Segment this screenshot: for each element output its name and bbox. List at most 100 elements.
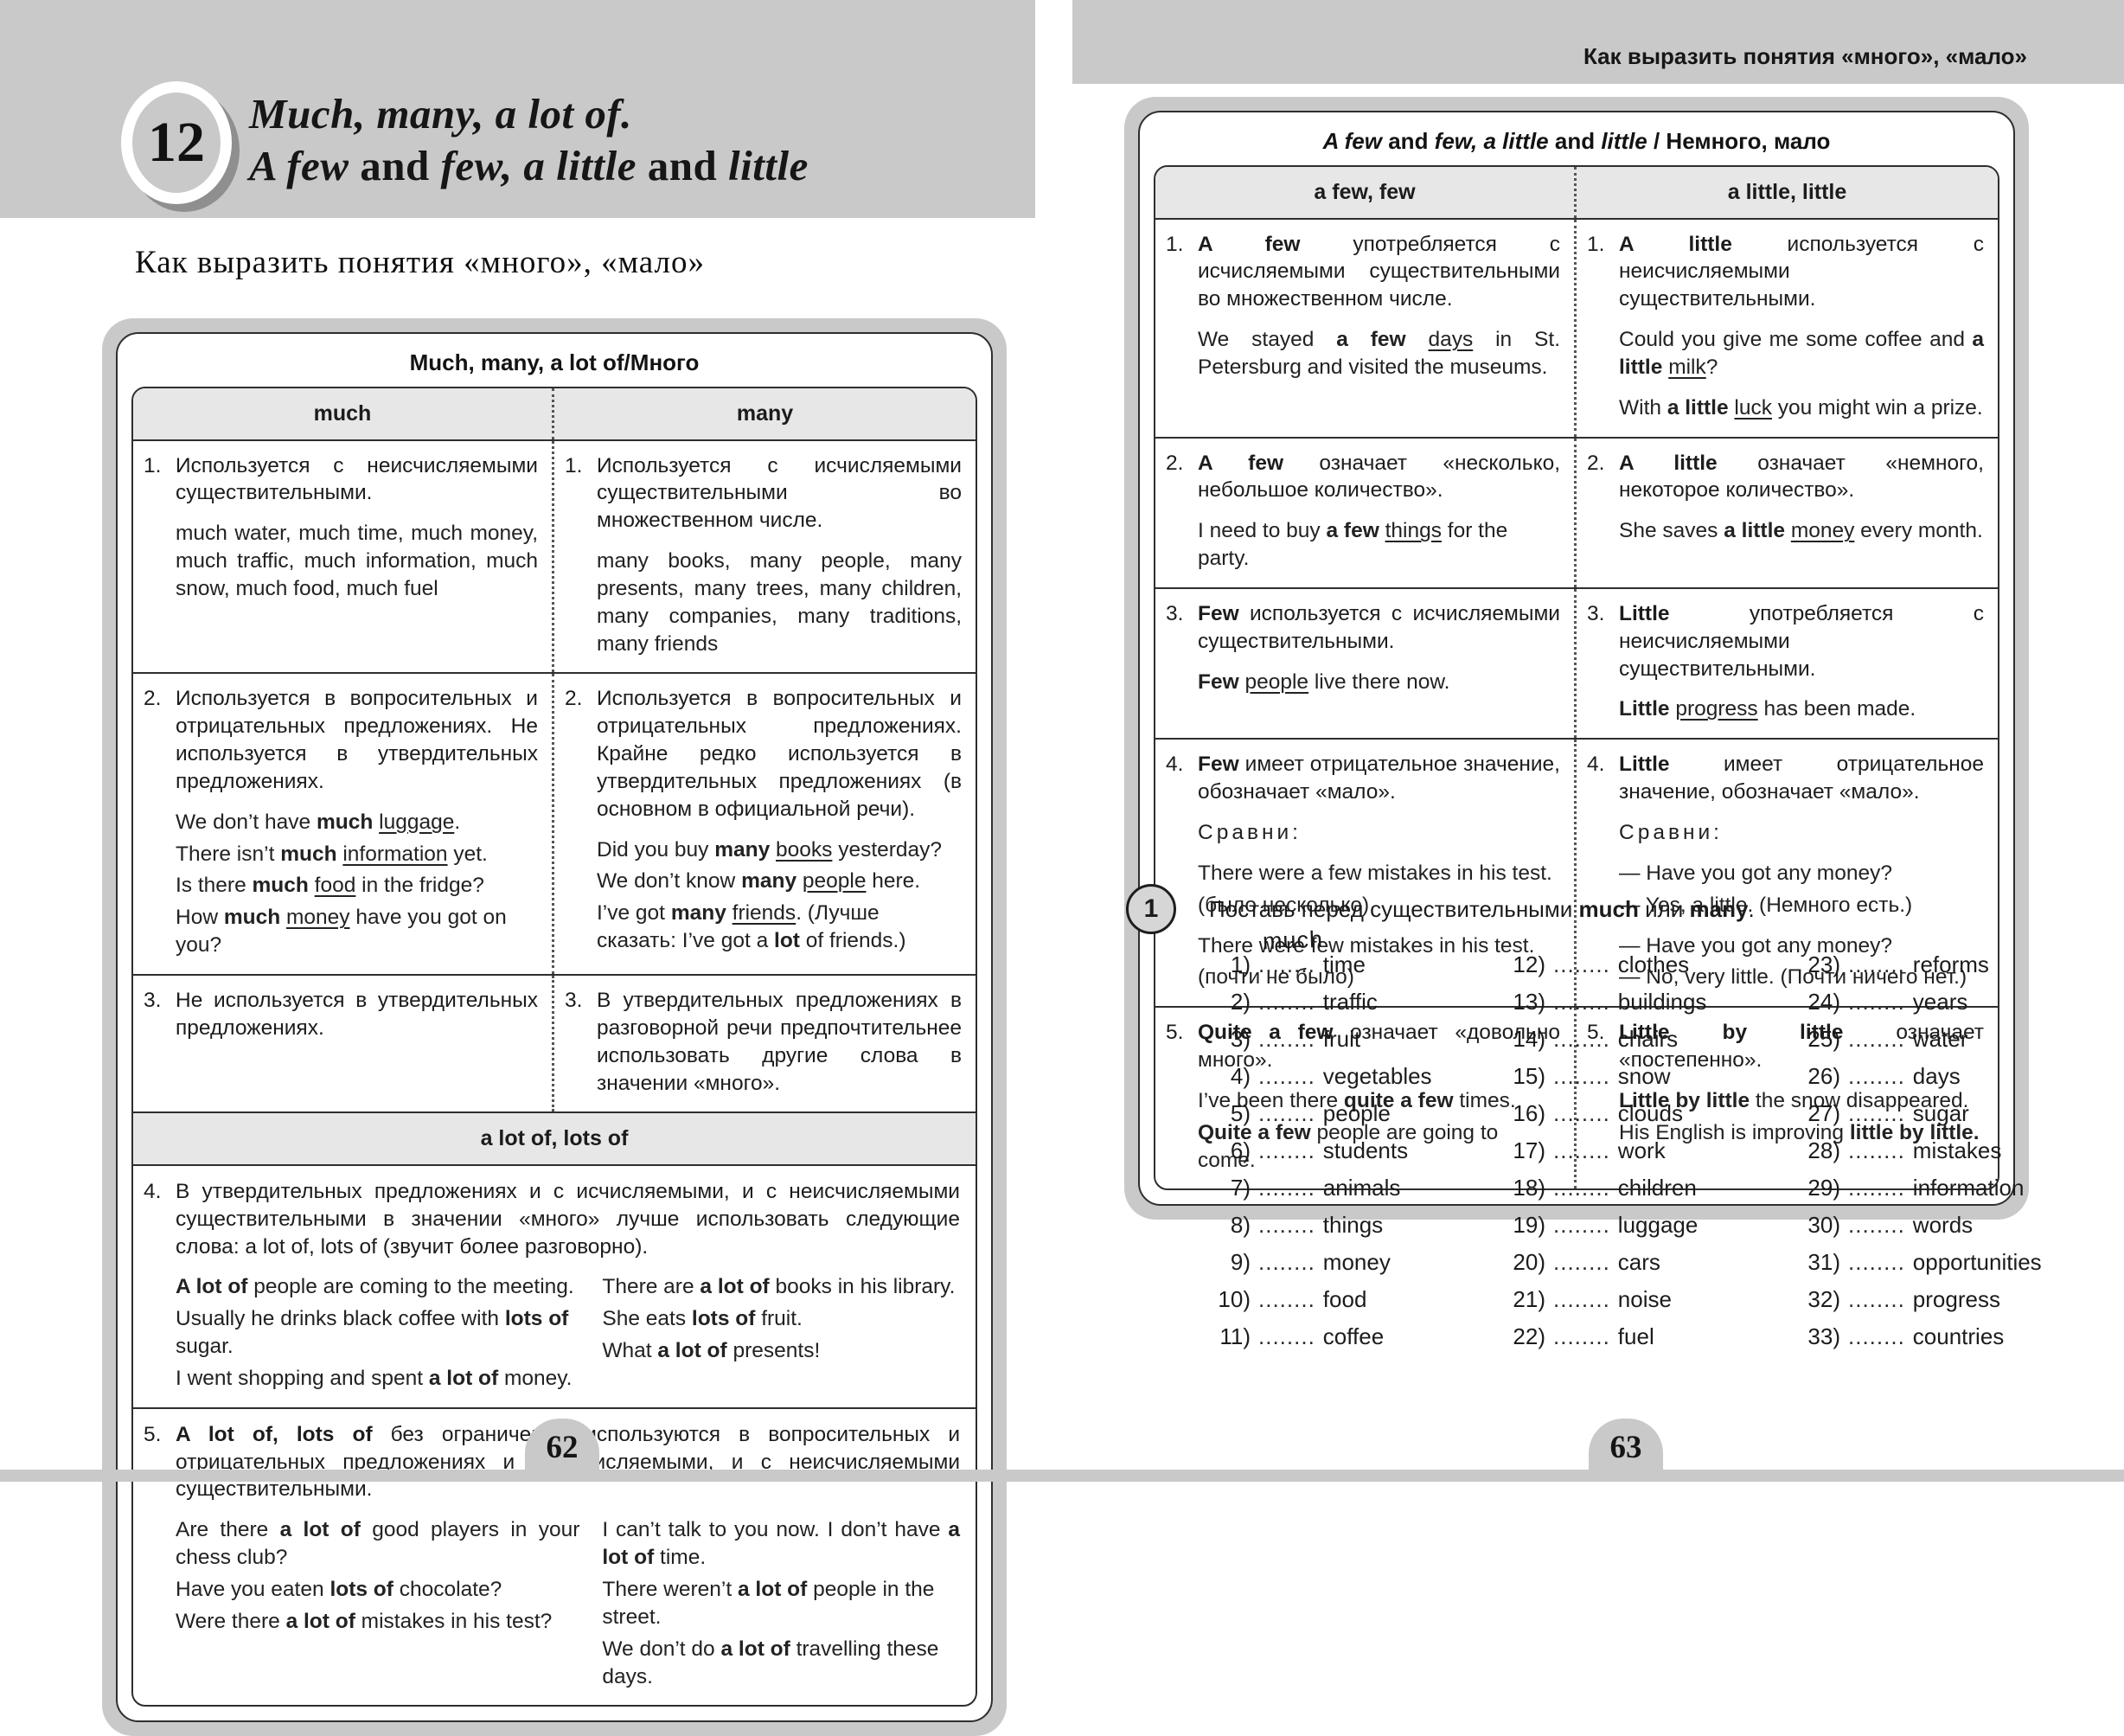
item-word: noise (1617, 1286, 1672, 1312)
table-header-row: a few, few a little, little (1155, 167, 1998, 218)
rule-number: 1. (565, 453, 583, 477)
item-word: snow (1617, 1063, 1671, 1089)
bottom-edge-strip (0, 1470, 2124, 1482)
answer-blank: ........ (1848, 1137, 1905, 1163)
item-number: 29) (1807, 1175, 1840, 1201)
table-header-row: much many (133, 388, 976, 439)
answer-blank: ........ (1258, 1100, 1315, 1126)
answer-blank: ........ (1258, 1137, 1315, 1163)
rule: 1. Используется с исчисляемыми суще­стви… (565, 452, 962, 535)
item-word: fuel (1617, 1323, 1654, 1349)
examples-left: A lot of people are coming to the meetin… (176, 1260, 579, 1392)
rule-text: A few означает «несколько, небольшое кол… (1198, 451, 1560, 503)
item-number: 12) (1513, 951, 1545, 977)
example-sentence: There are a lot of books in his library. (602, 1275, 956, 1299)
example-sentence: His English is improving little by littl… (1619, 1120, 1980, 1144)
answer-blank: ........ (1258, 1323, 1315, 1349)
rule-number: 3. (144, 989, 162, 1012)
item-word: money (1322, 1249, 1391, 1275)
answer-blank: ........ (1553, 1249, 1610, 1275)
item-word: vegetables (1322, 1063, 1432, 1089)
item-word: chairs (1617, 1026, 1679, 1052)
item-word: words (1912, 1212, 1974, 1238)
example-sentence: We don’t have much luggage. (176, 810, 461, 834)
example-sentence: We stayed a few days in St. Petersburg a… (1198, 328, 1561, 379)
chapter-title: Much, many, a lot of. A few and few, a l… (249, 88, 809, 192)
exercise-item: 17)........ work (1497, 1137, 1792, 1163)
examples-right: There are a lot of books in his library.… (602, 1260, 960, 1392)
chapter-number: 12 (148, 111, 205, 174)
item-number: 26) (1807, 1063, 1840, 1089)
answer-blank: ........ (1258, 1212, 1315, 1238)
answer-blank: ........ (1553, 1137, 1610, 1163)
example-sentence: Little progress has been made. (1619, 697, 1916, 721)
item-number: 14) (1513, 1026, 1545, 1052)
answer-blank: ........ (1258, 1026, 1315, 1052)
much-cell-2: 2. Используется в вопросительных и отри­… (133, 674, 554, 974)
exercise-item: 8)........ things (1202, 1212, 1497, 1238)
little-cell-5: 5. Little by little означает «постепенно… (1577, 1008, 1998, 1188)
exercise-item: 12)........ clothes (1497, 951, 1792, 977)
item-number: 24) (1807, 989, 1840, 1015)
exercise-item: 2)........ traffic (1202, 989, 1497, 1015)
answer-blank: ........ (1553, 951, 1610, 977)
exercise-item: 11)........ coffee (1202, 1323, 1497, 1349)
column-header-a-few: a few, few (1155, 167, 1577, 218)
exercise-number-badge: 1 (1126, 884, 1176, 934)
item-number: 4) (1230, 1063, 1251, 1089)
example-sentence: There were a few mistakes in his test. (1198, 861, 1552, 885)
many-cell-1: 1. Используется с исчисляемыми суще­стви… (554, 441, 976, 673)
answer-blank: ........ (1553, 1026, 1610, 1052)
rule: 3. Few используется с исчисляемыми су­ще… (1166, 600, 1560, 656)
item-number: 2) (1230, 989, 1251, 1015)
answer-blank: ........ (1553, 1063, 1610, 1089)
item-number: 23) (1807, 951, 1840, 977)
answer-blank: ........ (1258, 989, 1315, 1015)
rule-number: 4. (1587, 753, 1605, 777)
few-cell-1: 1. A few употребляется с исчисляемыми су… (1155, 219, 1577, 437)
example-sentence: Quite a few people are going to come. (1198, 1120, 1499, 1172)
item-number: 19) (1513, 1212, 1545, 1238)
item-word: cars (1617, 1249, 1660, 1275)
exercise-item: 9)........ money (1202, 1249, 1497, 1275)
rule-text: В утвердительных предложениях и с исчисл… (176, 1179, 960, 1259)
exercise-item: 6)........ students (1202, 1137, 1497, 1163)
examples: Little progress has been made. (1619, 695, 1984, 723)
exercise-item: 28)........ mistakes (1792, 1137, 2087, 1163)
item-word: time (1322, 951, 1366, 977)
exercise-1: 1 Поставь перед существительными much ил… (1126, 884, 2124, 1361)
examples: Сравни: There were a few mistakes in his … (1198, 819, 1560, 991)
table-title: Much, many, a lot of/Много (409, 349, 700, 375)
item-number: 22) (1513, 1323, 1545, 1349)
answer-blank: ........ (1258, 1286, 1315, 1312)
rule-number: 1. (1166, 232, 1184, 256)
item-word: years (1912, 989, 1968, 1015)
rule-number: 5. (1166, 1021, 1184, 1045)
rule: 4. Little имеет отрицательное значение, … (1587, 751, 1984, 806)
answer-blank: ........ (1553, 1323, 1610, 1349)
exercise-item: 14)........ chairs (1497, 1026, 1792, 1052)
column-header-much: much (133, 388, 554, 439)
exercise-item: 21)........ noise (1497, 1286, 1792, 1312)
column-header-many: many (736, 401, 794, 426)
chapter-number-badge: 12 (121, 81, 232, 204)
rule-number: 1. (1587, 232, 1605, 256)
item-number: 33) (1807, 1323, 1840, 1349)
exercise-item: 19)........ luggage (1497, 1212, 1792, 1238)
table-row-3: 3. Few используется с исчисляемыми су­ще… (1155, 586, 1998, 739)
exercise-item: 27)........ sugar (1792, 1100, 2087, 1126)
item-word: coffee (1322, 1323, 1385, 1349)
item-number: 17) (1513, 1137, 1545, 1163)
example-sentence: — No, very little. (Почти ничего нет.) (1619, 965, 1967, 990)
example-sentence: Is there much food in the fridge? (176, 874, 484, 898)
exercise-item: 7)........ animals (1202, 1175, 1497, 1201)
rule-number: 3. (1166, 601, 1184, 625)
exercise-item: 26)........ days (1792, 1063, 2087, 1089)
item-word: reforms (1912, 951, 1989, 977)
examples-two-columns: A lot of people are coming to the meetin… (176, 1260, 960, 1392)
item-word: work (1617, 1137, 1666, 1163)
example-sentence: much water, much time, much money, much … (176, 522, 538, 600)
exercise-item: 5)........ people (1202, 1100, 1497, 1126)
answer-blank: ........ (1553, 989, 1610, 1015)
item-word: clothes (1617, 951, 1690, 977)
